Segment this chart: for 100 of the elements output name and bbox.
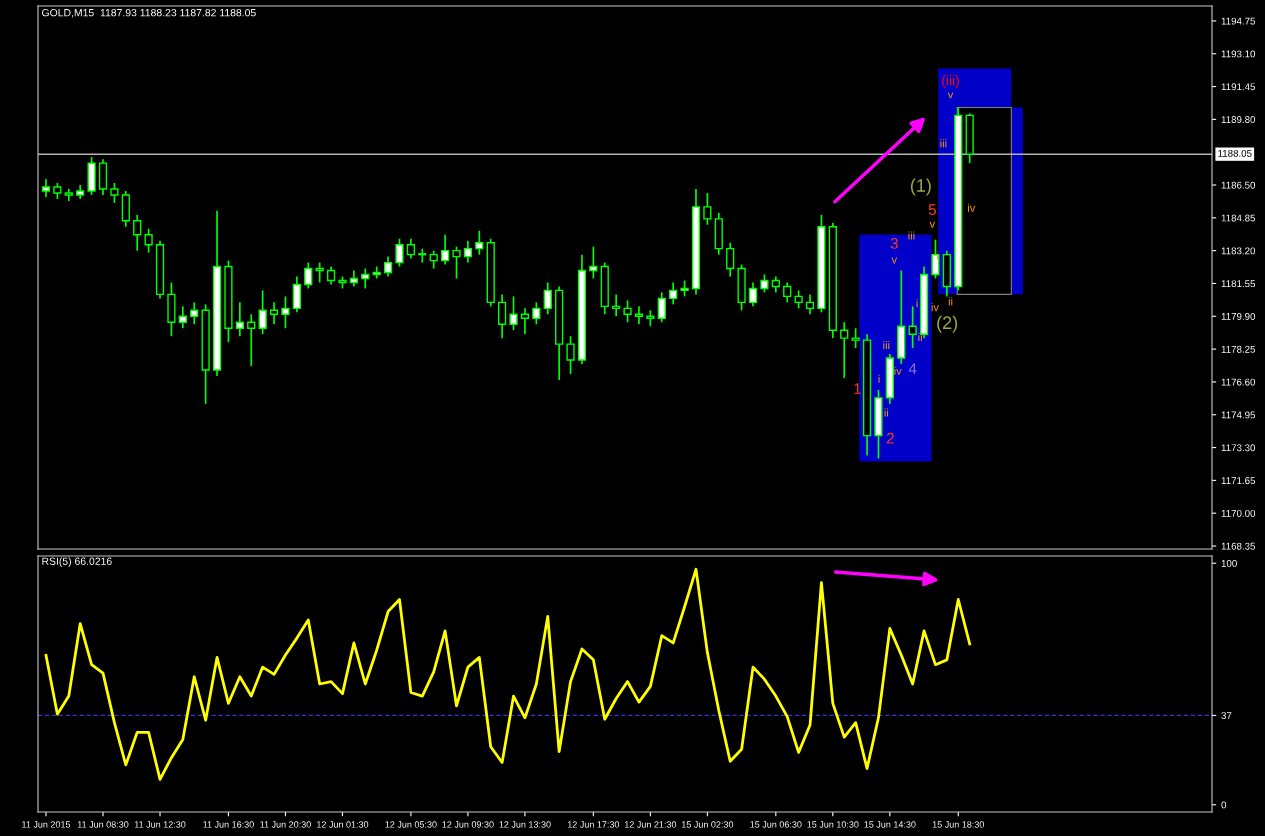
candlestick <box>840 321 849 379</box>
candlestick <box>600 261 609 316</box>
candlestick <box>76 184 85 200</box>
x-tick-label: 15 Jun 10:30 <box>807 821 859 828</box>
y-tick-label: 1174.95 <box>1221 411 1256 419</box>
y-tick-label: 37 <box>1221 712 1232 720</box>
y-tick-label: 1183.20 <box>1221 247 1256 255</box>
candlestick <box>212 210 222 377</box>
candlestick <box>885 353 894 405</box>
annotation: iv <box>894 366 902 375</box>
x-tick-label: 11 Jun 08:30 <box>77 821 129 828</box>
y-tick-label: 1181.55 <box>1221 280 1256 288</box>
x-tick-label: 11 Jun 2015 <box>22 821 71 828</box>
y-tick-label: 1176.60 <box>1221 378 1256 386</box>
y-tick-label: 1170.00 <box>1221 509 1256 517</box>
x-tick-label: 12 Jun 21:30 <box>624 821 677 828</box>
ref-line-label: 1188.05 <box>1218 149 1252 157</box>
candlestick <box>429 249 438 270</box>
candlestick <box>520 307 530 336</box>
candlestick <box>657 291 666 324</box>
annotation: iv <box>931 303 939 312</box>
x-tick-label: 12 Jun 17:30 <box>567 821 620 828</box>
y-tick-label: 1179.90 <box>1221 313 1256 320</box>
candlestick <box>406 237 416 260</box>
x-tick-label: 12 Jun 09:30 <box>442 821 494 828</box>
y-tick-label: 1184.85 <box>1221 214 1256 222</box>
y-tick-label: 1173.30 <box>1221 444 1256 452</box>
annotation: 3 <box>890 237 898 249</box>
candlestick <box>121 190 130 228</box>
y-tick-label: 1186.50 <box>1221 181 1256 189</box>
candlestick <box>828 221 837 339</box>
y-tick-label: 1171.65 <box>1221 477 1256 484</box>
line-series <box>44 567 972 781</box>
y-tick-label: 1178.25 <box>1221 345 1256 353</box>
x-tick-label: 11 Jun 12:30 <box>134 821 186 828</box>
annotation: iii <box>883 340 890 350</box>
annotation: 5 <box>928 204 936 215</box>
annotation: v <box>947 92 954 99</box>
y-tick-label: 1189.80 <box>1221 116 1256 123</box>
x-tick-label: 15 Jun 18:30 <box>932 821 985 828</box>
x-tick-label: 11 Jun 20:30 <box>260 821 311 828</box>
candlestick <box>714 212 723 256</box>
y-tick-label: 1191.45 <box>1221 83 1256 91</box>
candlestick <box>486 237 495 308</box>
candlestick <box>178 305 187 330</box>
candlestick <box>41 178 51 198</box>
candlestick <box>954 106 963 292</box>
annotation: (iii) <box>942 75 959 89</box>
candlestick <box>383 255 393 278</box>
annotation: v <box>891 257 898 264</box>
candlestick <box>292 275 301 314</box>
candlestick <box>942 249 951 298</box>
x-tick-label: 15 Jun 02:30 <box>681 821 734 828</box>
candlestick <box>463 239 473 264</box>
candlestick <box>919 265 929 339</box>
y-tick-label: 1168.35 <box>1221 542 1256 550</box>
y-tick-label: 1193.10 <box>1221 50 1256 58</box>
candlestick <box>64 188 73 202</box>
candlestick <box>555 285 564 381</box>
annotation: iii <box>940 139 947 148</box>
candlestick <box>269 301 279 326</box>
candlestick <box>669 281 678 306</box>
annotation: ii <box>918 332 922 342</box>
candlestick <box>440 233 450 266</box>
annotation: ii <box>884 408 889 417</box>
x-tick-label: 12 Jun 13:30 <box>499 821 551 828</box>
candlestick <box>349 269 358 288</box>
annotation: (1) <box>910 178 931 196</box>
annotation: v <box>929 221 936 228</box>
chart-title: RSI(5) 66.0216 <box>42 557 112 567</box>
candlestick <box>235 301 244 338</box>
annotation: (2) <box>937 315 958 333</box>
chart-title: GOLD,M15 1187.93 1188.23 1187.82 1188.05 <box>42 8 256 18</box>
candlestick <box>577 253 587 365</box>
annotation: i <box>936 251 938 260</box>
candlestick <box>155 239 165 300</box>
annotation: iv <box>968 203 976 212</box>
x-tick-label: 11 Jun 16:30 <box>203 821 254 828</box>
candlestick <box>805 293 815 316</box>
candlestick <box>133 214 142 252</box>
y-tick-label: 0 <box>1221 801 1227 809</box>
x-tick-label: 15 Jun 14:30 <box>864 821 916 828</box>
candlestick <box>726 241 735 278</box>
candlestick <box>748 281 758 308</box>
x-tick-label: 15 Jun 06:30 <box>750 821 802 828</box>
candlestick <box>965 112 974 164</box>
x-tick-label: 12 Jun 05:30 <box>385 821 437 828</box>
candlestick <box>475 229 484 256</box>
annotation: 4 <box>908 363 917 374</box>
candlestick <box>783 281 792 304</box>
candlestick <box>98 158 108 196</box>
candlestick <box>862 333 872 457</box>
candlestick <box>190 301 199 326</box>
candlestick <box>304 261 313 290</box>
y-tick-label: 1194.75 <box>1221 17 1256 25</box>
annotation: i <box>916 299 918 308</box>
y-tick-label: 100 <box>1221 559 1237 567</box>
candlestick <box>897 269 906 365</box>
annotation: i <box>878 374 880 383</box>
candlestick <box>691 188 701 296</box>
